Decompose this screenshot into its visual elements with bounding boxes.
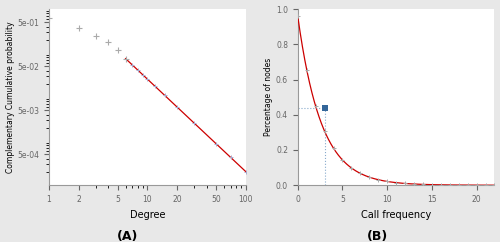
Text: (A): (A) (117, 230, 138, 242)
Y-axis label: Percentage of nodes: Percentage of nodes (264, 58, 273, 136)
X-axis label: Call frequency: Call frequency (361, 210, 431, 219)
Text: (B): (B) (367, 230, 388, 242)
X-axis label: Degree: Degree (130, 210, 165, 219)
Y-axis label: Complementary Cumulative probability: Complementary Cumulative probability (6, 21, 15, 173)
